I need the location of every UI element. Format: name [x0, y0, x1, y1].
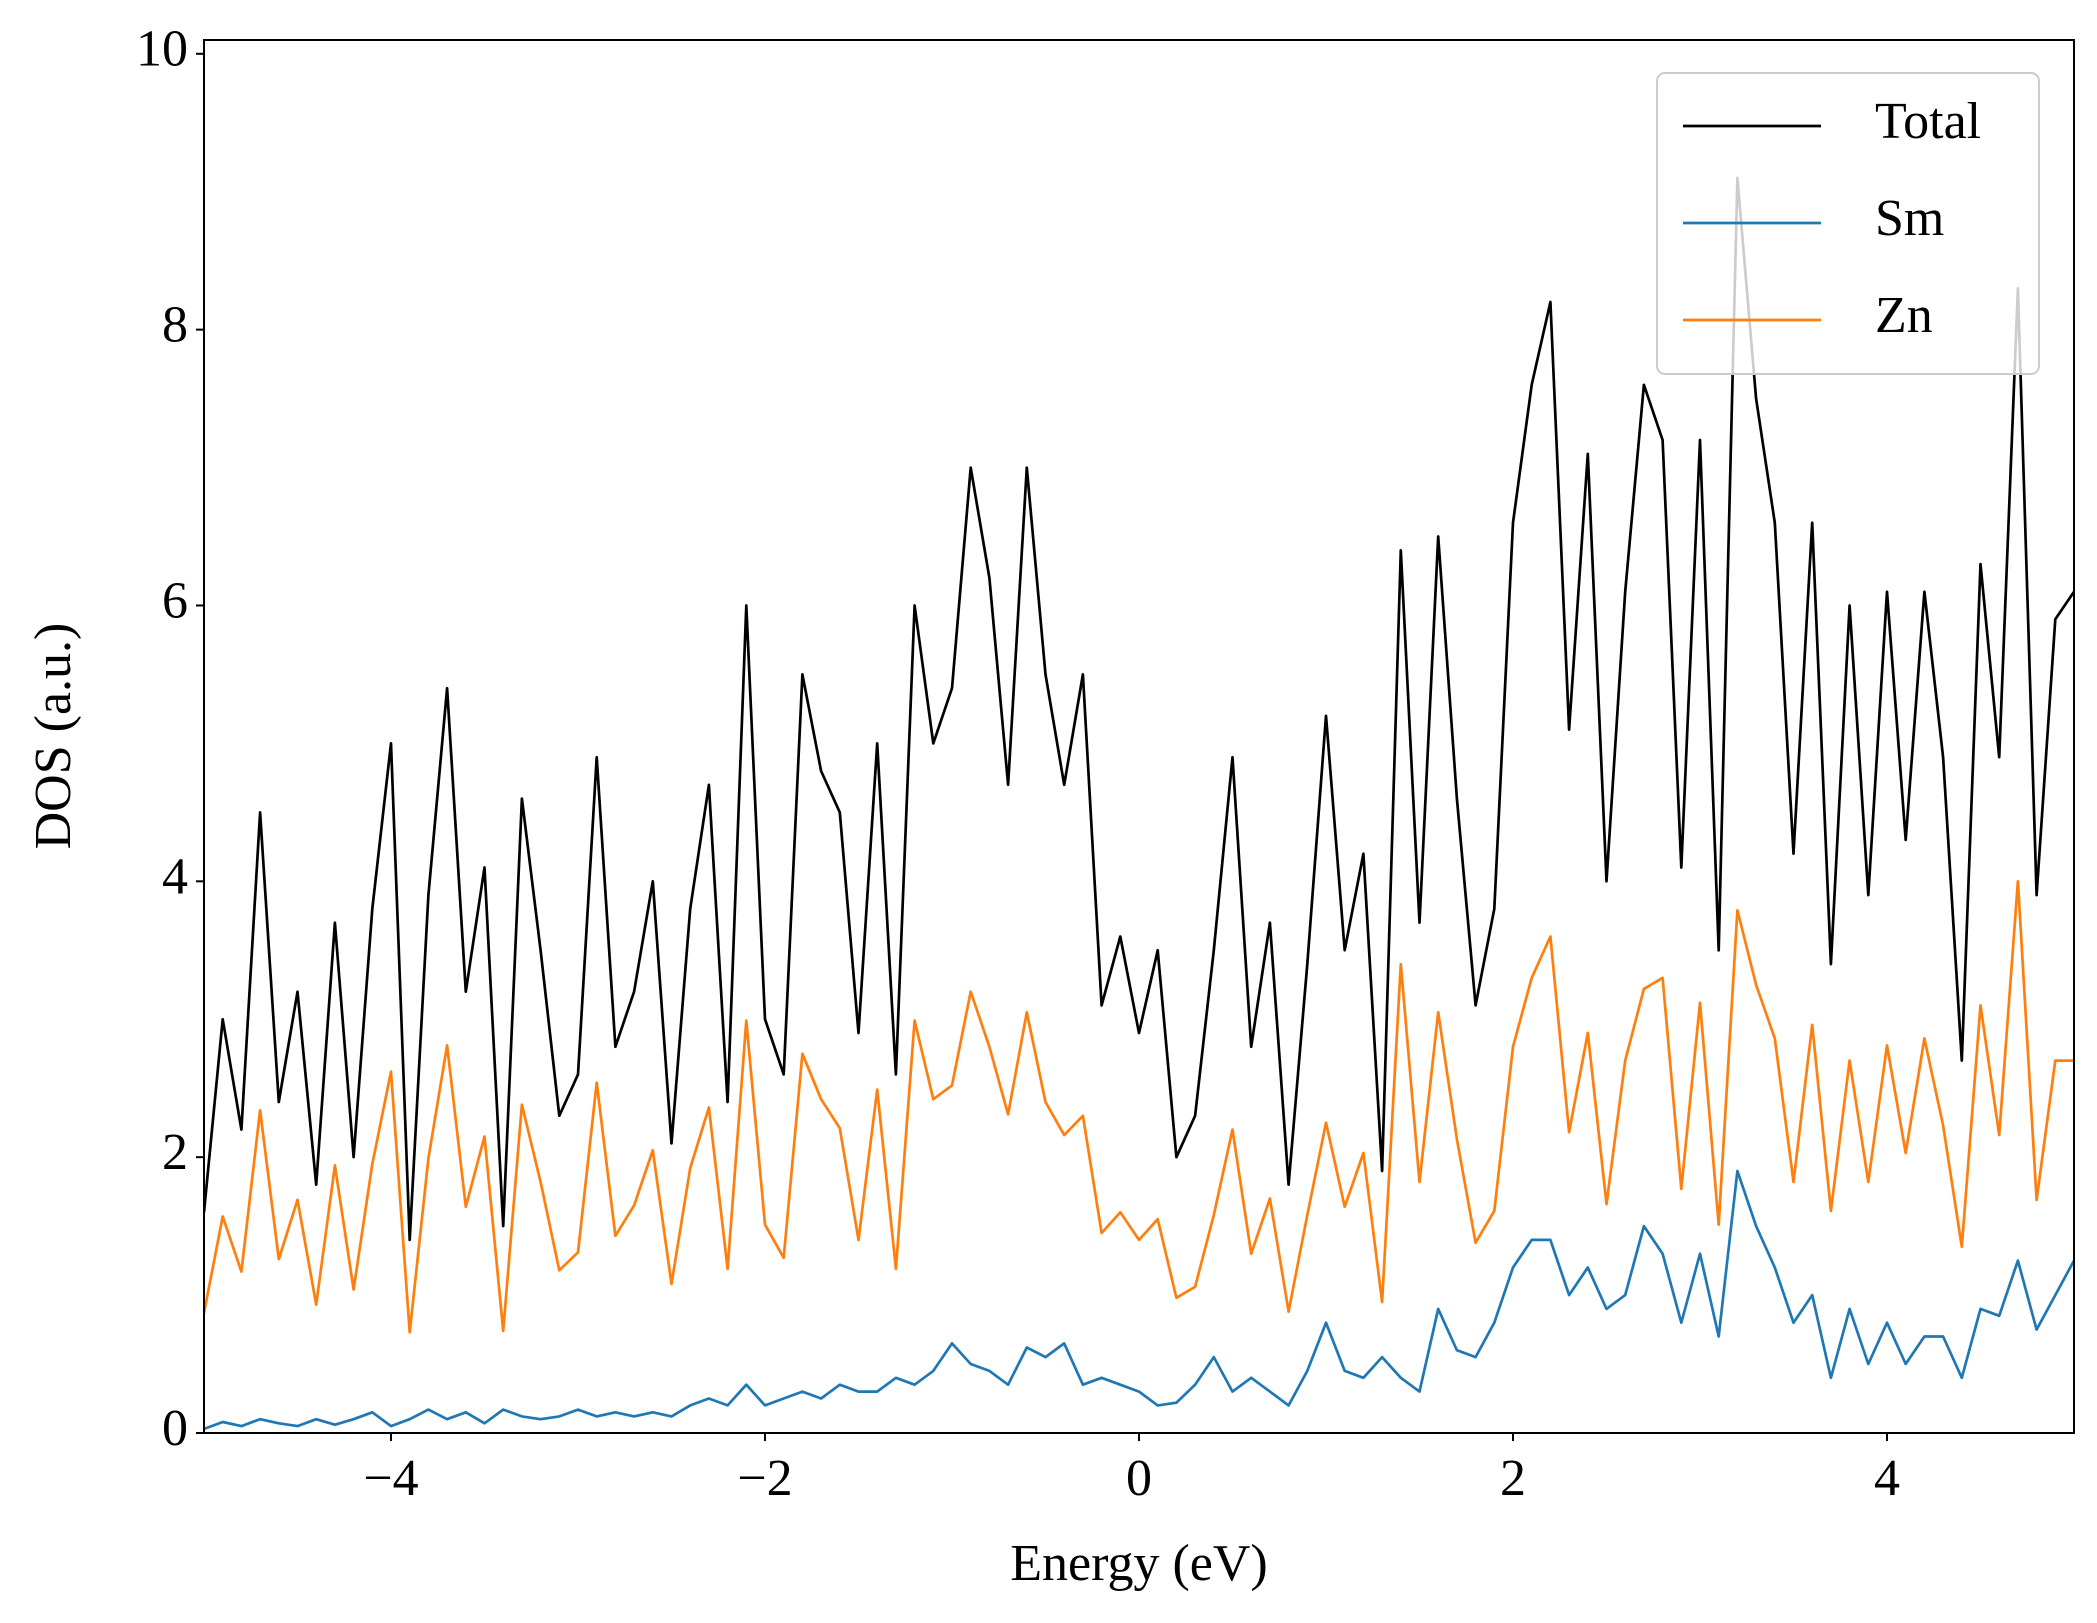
x-tick-label: 0: [1126, 1450, 1152, 1507]
x-tick-label: 4: [1874, 1450, 1900, 1507]
y-tick-label: 2: [162, 1124, 188, 1181]
legend-label: Zn: [1875, 287, 1933, 344]
legend-box: [1656, 72, 2040, 375]
x-tick-label: −2: [737, 1450, 792, 1507]
x-tick-label: −4: [363, 1450, 418, 1507]
y-tick-label: 0: [162, 1400, 188, 1457]
y-axis-label: DOS (a.u.): [25, 623, 82, 850]
x-axis-label: Energy (eV): [1010, 1535, 1268, 1592]
series-line: [204, 176, 2074, 1242]
x-tick-label: 2: [1500, 1450, 1526, 1507]
y-tick-label: 6: [162, 572, 188, 629]
legend-label: Total: [1875, 93, 1981, 150]
y-tick-label: 8: [162, 297, 188, 354]
y-tick-label: 10: [136, 21, 188, 78]
y-tick-label: 4: [162, 848, 188, 905]
series-line: [204, 1169, 2074, 1431]
legend-label: Sm: [1875, 190, 1944, 247]
series-line: [204, 879, 2074, 1334]
